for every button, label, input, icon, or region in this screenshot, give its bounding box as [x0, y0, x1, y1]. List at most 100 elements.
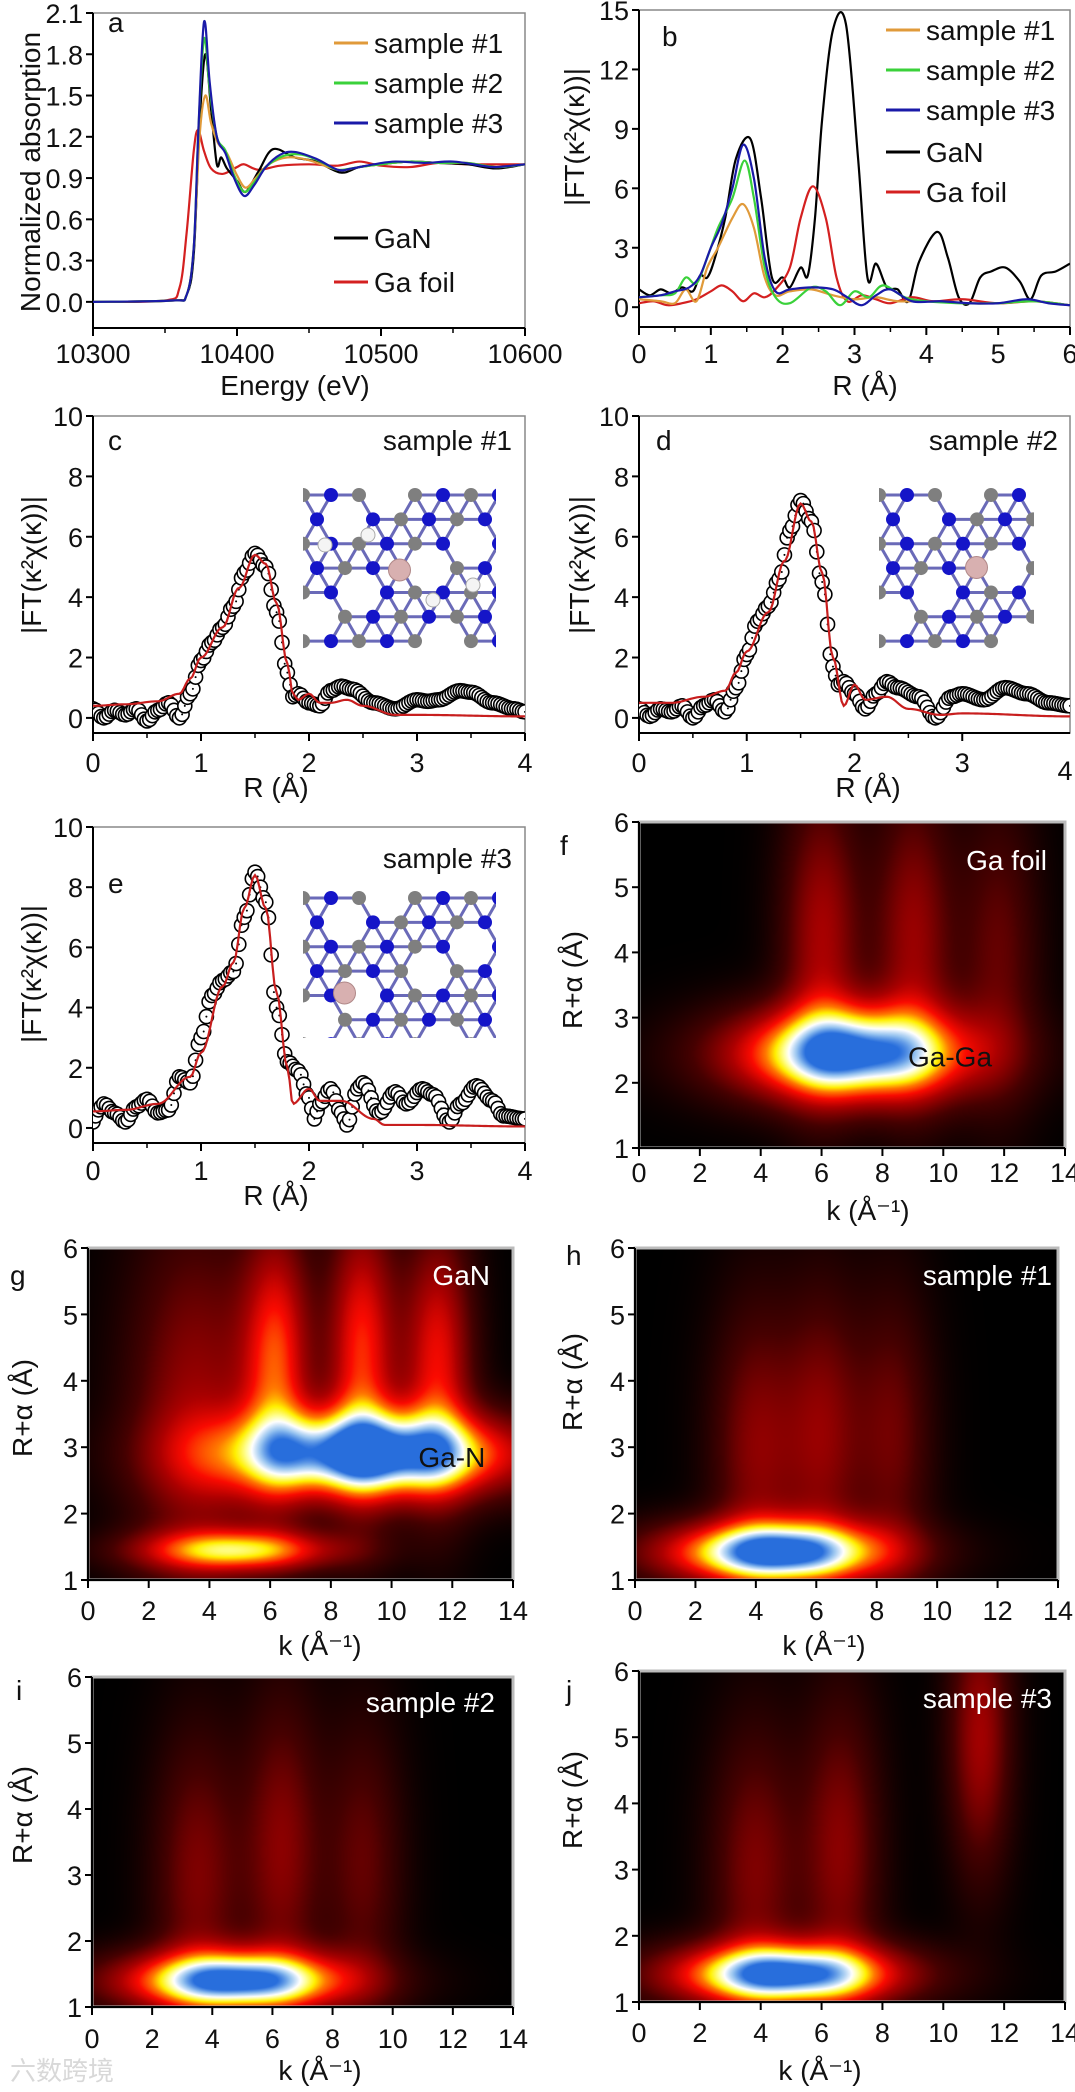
data-point	[352, 1078, 369, 1094]
wavelet-transform-heatmap-h	[635, 1248, 1058, 1580]
sample-annotation: sample #2	[929, 425, 1058, 456]
data-point	[932, 704, 949, 721]
data-point-center	[486, 700, 489, 703]
nitrogen-atom	[422, 512, 436, 527]
series-line-sample-3	[639, 143, 1070, 307]
x-tick-label: 0	[631, 2018, 646, 2048]
data-point	[1019, 685, 1035, 702]
nitrogen-atom	[478, 609, 492, 624]
data-point	[376, 1099, 393, 1116]
data-point-center	[1060, 703, 1063, 706]
data-point-center	[143, 718, 146, 721]
nitrogen-atom	[436, 488, 450, 502]
legend-label: sample #3	[926, 95, 1055, 126]
data-point-center	[210, 641, 213, 644]
bond	[329, 567, 347, 594]
data-point-center	[391, 707, 394, 710]
data-point	[112, 1109, 128, 1126]
data-point-center	[202, 656, 205, 659]
data-point-center	[297, 692, 300, 695]
data-point	[163, 1097, 180, 1113]
data-point	[390, 700, 406, 717]
data-point	[152, 701, 169, 718]
data-point	[303, 1100, 320, 1117]
carbon-atom	[394, 609, 408, 624]
data-point-center	[1020, 691, 1023, 694]
carbon-atom	[984, 634, 998, 649]
carbon-atom	[984, 488, 998, 502]
x-tick-label: 1	[193, 1156, 208, 1186]
bond	[469, 591, 487, 618]
data-point	[117, 1114, 134, 1130]
data-point	[249, 868, 266, 885]
data-point-center	[316, 704, 319, 707]
data-point-center	[121, 713, 124, 716]
nitrogen-atom	[327, 1037, 335, 1038]
panel-label: a	[108, 7, 124, 38]
data-point-center	[829, 653, 832, 656]
x-tick-label: 2	[692, 2018, 707, 2048]
bond	[416, 1019, 431, 1038]
y-tick-label: 5	[67, 1729, 82, 1759]
data-point	[338, 1117, 355, 1133]
bond	[357, 945, 375, 972]
data-point	[938, 694, 954, 710]
y-tick-label: 3	[610, 1433, 625, 1463]
data-point-center	[129, 1113, 132, 1116]
data-point-center	[891, 683, 894, 686]
data-point-center	[140, 1102, 143, 1105]
data-point-center	[383, 1106, 386, 1109]
nitrogen-atom	[492, 989, 496, 1002]
data-point	[981, 690, 997, 706]
data-point-center	[197, 1043, 200, 1046]
data-point	[163, 697, 180, 713]
bond	[961, 591, 979, 618]
bond	[469, 567, 487, 594]
data-point-center	[308, 701, 310, 704]
panel-label: g	[10, 1260, 26, 1291]
carbon-atom	[450, 964, 464, 979]
data-point-center	[969, 694, 972, 697]
data-point	[975, 691, 992, 708]
bond	[399, 591, 417, 618]
data-point	[776, 547, 793, 563]
data-point-center	[402, 705, 405, 708]
x-tick-label: 2	[688, 1596, 703, 1626]
y-tick-label: 4	[614, 583, 629, 613]
data-point	[482, 694, 498, 711]
data-point	[268, 604, 285, 621]
y-tick-label: 6	[610, 1234, 625, 1264]
data-point	[658, 702, 674, 719]
bond	[989, 591, 1007, 618]
data-point	[444, 685, 460, 702]
x-tick-label: 14	[498, 1596, 528, 1626]
data-point-center	[167, 1108, 170, 1111]
data-point	[233, 917, 250, 934]
x-tick-label: 0	[84, 2024, 99, 2054]
data-point-center	[939, 711, 942, 714]
data-point-center	[966, 693, 969, 696]
data-point	[239, 562, 255, 578]
nitrogen-atom	[324, 939, 338, 954]
data-point	[255, 890, 271, 906]
data-point	[384, 700, 401, 717]
data-point-center	[451, 692, 454, 695]
data-point	[498, 699, 514, 715]
data-point-center	[297, 1069, 300, 1072]
data-point	[190, 1036, 207, 1053]
data-point-center	[405, 1102, 408, 1105]
data-point-center	[113, 1111, 116, 1114]
data-point	[492, 1105, 509, 1122]
data-point	[374, 1103, 390, 1120]
data-point	[336, 1111, 352, 1127]
data-point-center	[407, 701, 410, 704]
nitrogen-atom	[310, 561, 324, 576]
data-point	[712, 698, 728, 714]
data-point	[1024, 687, 1041, 703]
carbon-atom	[352, 634, 366, 649]
nitrogen-atom	[324, 536, 338, 551]
bond	[483, 970, 496, 994]
data-point	[868, 685, 884, 702]
data-point-center	[643, 711, 646, 714]
y-axis-title: |FT(κ²χ(κ))|	[559, 68, 590, 206]
